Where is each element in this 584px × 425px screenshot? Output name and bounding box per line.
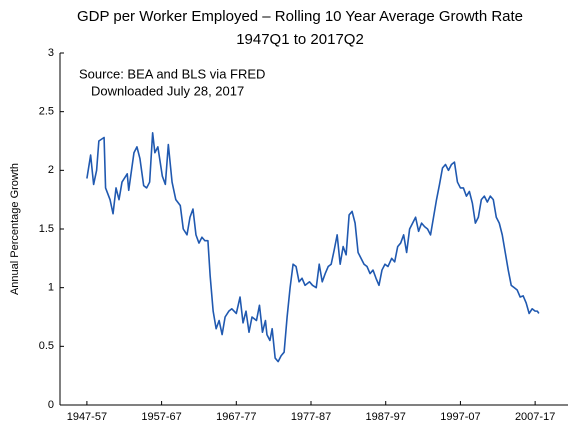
x-tick-label: 1967-77 (216, 411, 256, 423)
y-tick-label: 1.5 (39, 223, 54, 235)
y-tick-label: 0 (48, 399, 54, 411)
x-tick-label: 1987-97 (366, 411, 406, 423)
chart-title: GDP per Worker Employed – Rolling 10 Yea… (77, 8, 523, 25)
annotation: Downloaded July 28, 2017 (91, 83, 244, 98)
annotation: Source: BEA and BLS via FRED (79, 66, 265, 81)
y-tick-label: 2 (48, 164, 54, 176)
x-tick-label: 1947-57 (67, 411, 107, 423)
y-tick-label: 2.5 (39, 106, 54, 118)
y-tick-label: 3 (48, 47, 54, 59)
chart-subtitle: 1947Q1 to 2017Q2 (236, 31, 364, 48)
y-tick-label: 0.5 (39, 340, 54, 352)
x-tick-label: 2007-17 (515, 411, 555, 423)
x-tick-label: 1957-67 (141, 411, 181, 423)
series-line (86, 131, 540, 363)
x-tick-label: 1977-87 (291, 411, 331, 423)
x-tick-label: 1997-07 (440, 411, 480, 423)
y-tick-label: 1 (48, 282, 54, 294)
y-axis-label: Annual Percentage Growth (9, 163, 21, 295)
